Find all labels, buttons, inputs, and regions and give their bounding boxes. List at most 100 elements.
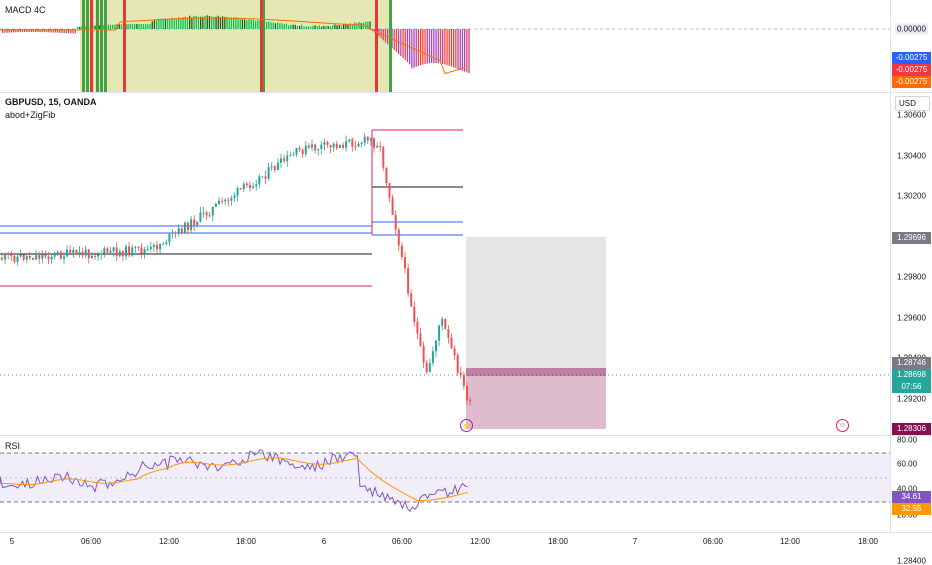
macd-pane[interactable]: MACD 4C bbox=[0, 0, 890, 92]
macd-bar bbox=[349, 23, 351, 29]
lightning-icon[interactable]: ⚡ bbox=[460, 419, 473, 432]
candle-body bbox=[193, 219, 196, 226]
macd-bar bbox=[459, 29, 461, 70]
macd-bar bbox=[184, 16, 186, 29]
candle-body bbox=[391, 197, 394, 215]
candle-body bbox=[187, 222, 189, 231]
candle-body bbox=[407, 268, 410, 294]
price-axis[interactable]: USD 1.306001.304001.302001.300001.298001… bbox=[890, 93, 932, 565]
bar-countdown: 07:56 bbox=[892, 381, 931, 393]
candle-body bbox=[128, 246, 131, 256]
macd-bar bbox=[244, 19, 246, 29]
macd-bar bbox=[329, 26, 332, 29]
candle-body bbox=[162, 243, 165, 245]
candle-body bbox=[38, 255, 41, 259]
macd-bar bbox=[57, 29, 59, 33]
pane-separator[interactable] bbox=[0, 435, 932, 436]
macd-bar bbox=[129, 24, 131, 29]
macd-tag-2: -0.00275 bbox=[892, 64, 931, 76]
candle-body bbox=[16, 256, 19, 262]
price-chart bbox=[0, 129, 890, 429]
macd-bar bbox=[107, 24, 109, 29]
macd-bar bbox=[301, 24, 303, 29]
candle-body bbox=[56, 252, 59, 254]
macd-bar bbox=[411, 29, 413, 69]
macd-bar bbox=[68, 29, 70, 34]
macd-price-axis[interactable]: 0.00000 -0.00275 -0.00275 -0.00275 bbox=[890, 0, 932, 92]
macd-bar bbox=[268, 21, 270, 29]
time-label: 5 bbox=[9, 537, 15, 546]
candle-body bbox=[224, 199, 227, 202]
candle-body bbox=[342, 144, 344, 148]
macd-bar bbox=[182, 17, 184, 29]
macd-bar bbox=[338, 25, 340, 29]
macd-title: MACD 4C bbox=[5, 5, 46, 15]
candle-body bbox=[357, 143, 360, 147]
macd-bar bbox=[294, 24, 296, 29]
candle-body bbox=[283, 158, 286, 162]
rsi-tick: 20.00 bbox=[897, 510, 918, 520]
rsi-axis[interactable]: 80.00 60.00 40.00 20.00 34.61 32.55 bbox=[890, 436, 932, 532]
macd-bar bbox=[160, 18, 162, 29]
macd-bar bbox=[213, 17, 215, 29]
pane-separator[interactable] bbox=[0, 92, 932, 93]
currency-label[interactable]: USD bbox=[895, 96, 930, 111]
macd-bar bbox=[239, 19, 241, 29]
macd-bar bbox=[167, 19, 169, 29]
rsi-pane[interactable]: RSI bbox=[0, 436, 890, 532]
macd-bar bbox=[2, 29, 4, 33]
macd-bar bbox=[74, 29, 76, 34]
candle-body bbox=[149, 246, 152, 250]
candle-body bbox=[400, 245, 403, 258]
macd-bar bbox=[208, 16, 211, 29]
macd-bar bbox=[437, 29, 439, 64]
time-label: 7 bbox=[632, 537, 638, 546]
candle-body bbox=[345, 141, 348, 148]
time-label: 12:00 bbox=[779, 537, 801, 546]
macd-bar bbox=[312, 25, 314, 29]
candle-body bbox=[292, 154, 295, 156]
macd-bar bbox=[63, 29, 65, 34]
macd-bar bbox=[54, 29, 57, 33]
candle-body bbox=[10, 254, 13, 256]
macd-bar bbox=[288, 25, 290, 29]
macd-bar bbox=[325, 25, 327, 29]
macd-bar bbox=[39, 29, 41, 33]
macd-bar bbox=[147, 24, 149, 29]
event-icon[interactable]: ☺ bbox=[836, 419, 849, 432]
candle-body bbox=[137, 246, 140, 248]
macd-bar bbox=[439, 29, 442, 64]
candle-body bbox=[115, 247, 118, 256]
time-label: 12:00 bbox=[469, 537, 491, 546]
macd-bar bbox=[204, 15, 206, 29]
macd-bar bbox=[354, 22, 356, 29]
candle-body bbox=[109, 251, 112, 253]
candle-body bbox=[311, 144, 313, 148]
macd-signal-line bbox=[0, 17, 466, 75]
main-chart-pane[interactable]: GBPUSD, 15, OANDA abod+ZigFib ⚡ ☺ bbox=[0, 93, 890, 435]
time-axis[interactable]: 5 06:00 12:00 18:00 6 06:00 12:00 18:00 … bbox=[0, 533, 890, 550]
candle-body bbox=[174, 232, 177, 234]
macd-bar bbox=[140, 24, 142, 29]
candle-body bbox=[435, 340, 437, 352]
macd-bar bbox=[318, 25, 321, 29]
candle-body bbox=[348, 139, 351, 142]
macd-bar bbox=[422, 29, 424, 65]
candle-body bbox=[218, 200, 220, 204]
macd-bar bbox=[52, 29, 54, 33]
macd-signal-green bbox=[104, 0, 107, 92]
candle-body bbox=[351, 139, 354, 147]
macd-bar bbox=[336, 25, 338, 29]
candle-body bbox=[69, 249, 72, 253]
macd-signal-green bbox=[100, 0, 103, 92]
macd-zone bbox=[80, 0, 390, 92]
price-tick: 1.30400 bbox=[897, 151, 926, 160]
candle-body bbox=[239, 187, 242, 190]
macd-chart bbox=[0, 0, 890, 92]
macd-bar bbox=[142, 24, 145, 29]
macd-bar bbox=[131, 24, 134, 29]
macd-tag-3: -0.00275 bbox=[892, 76, 931, 88]
macd-bar bbox=[43, 29, 46, 33]
macd-bar bbox=[114, 24, 116, 29]
rsi-value-tag: 34.61 bbox=[892, 491, 931, 503]
